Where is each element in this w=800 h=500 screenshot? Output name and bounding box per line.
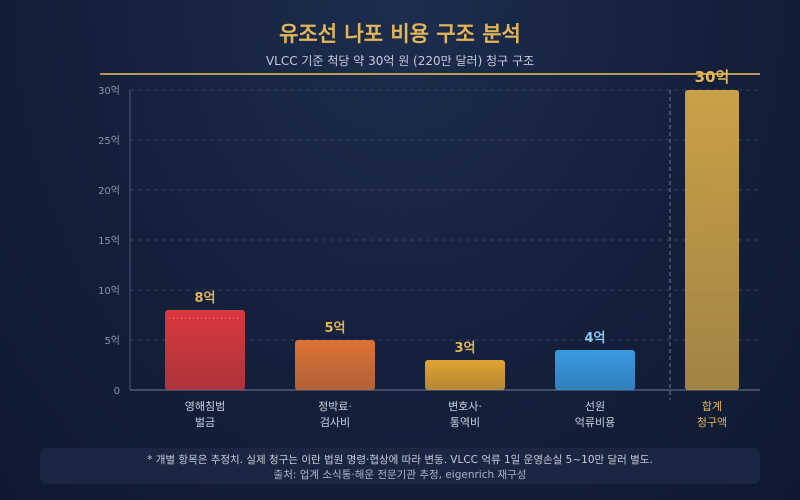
x-tick-label: 벌금 <box>195 416 215 429</box>
footnote-box: * 개별 항목은 추정치. 실제 청구는 이란 법원 명령·협상에 따라 변동.… <box>40 448 760 484</box>
y-tick-label: 15억 <box>98 235 120 247</box>
data-label: 5억 <box>324 321 345 336</box>
bar <box>295 340 375 390</box>
title-divider <box>100 73 760 75</box>
y-tick-label: 5억 <box>104 335 120 347</box>
y-tick-label: 10억 <box>98 285 120 297</box>
x-tick-label: 청구액 <box>697 416 727 429</box>
y-tick-label: 20억 <box>98 185 120 197</box>
y-tick-label: 0 <box>114 386 120 397</box>
x-tick-label: 변호사· <box>448 400 482 413</box>
data-label: 4억 <box>584 331 605 346</box>
bar <box>555 350 635 390</box>
x-tick-label: 억류비용 <box>575 416 615 429</box>
grid-lines <box>130 89 760 341</box>
bars <box>165 90 739 390</box>
x-tick-label: 검사비 <box>320 416 350 429</box>
chart-title: 유조선 나포 비용 구조 분석 <box>279 22 521 46</box>
x-tick-label: 선원 <box>585 400 605 413</box>
x-tick-label: 정박료· <box>318 400 352 413</box>
chart-subtitle: VLCC 기준 척당 약 30억 원 (220만 달러) 청구 구조 <box>265 54 535 68</box>
x-tick-label: 영해침범 <box>185 399 225 413</box>
bar <box>165 310 245 390</box>
data-label: 30억 <box>695 68 730 86</box>
bar <box>685 90 739 390</box>
y-tick-label: 25억 <box>98 135 120 147</box>
bar <box>425 360 505 390</box>
source-text: 출처: 업계 소식통·해운 전문기관 추정, eigenrich 재구성 <box>273 469 527 481</box>
x-tick-label: 통역비 <box>450 416 480 429</box>
data-label: 3억 <box>454 341 475 356</box>
data-label: 8억 <box>194 291 215 306</box>
x-tick-label: 합계 <box>702 400 722 413</box>
y-tick-label: 30억 <box>98 85 120 97</box>
footnote-text: * 개별 항목은 추정치. 실제 청구는 이란 법원 명령·협상에 따라 변동.… <box>147 454 653 466</box>
